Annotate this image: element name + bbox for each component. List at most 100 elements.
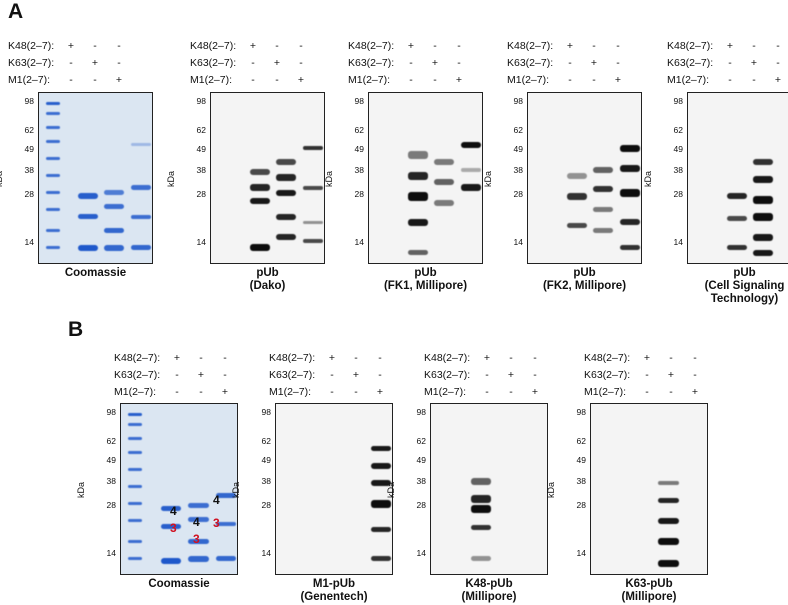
b-1-tick: 98 xyxy=(261,407,271,418)
a-band xyxy=(566,192,587,200)
a-4-tick: 62 xyxy=(673,124,683,135)
b-1-lane-sign: - xyxy=(378,352,382,364)
b-0-tick: 62 xyxy=(106,435,116,446)
a-band xyxy=(726,245,747,251)
b-0-lane-label: K63(2–7): xyxy=(114,369,161,381)
a-band xyxy=(131,185,152,191)
b-band xyxy=(370,462,392,469)
a-band xyxy=(407,250,428,256)
panel-letter-b: B xyxy=(68,318,84,341)
panel-letter-a: A xyxy=(8,0,24,23)
a-2-lane-sign: - xyxy=(433,40,437,52)
b-coomassie-annotation: 4 xyxy=(170,504,177,518)
a-0-lane-sign: - xyxy=(93,40,97,52)
a-band xyxy=(434,158,455,165)
b-3-lane-sign: - xyxy=(693,369,697,381)
b-band xyxy=(470,494,492,503)
a-band xyxy=(276,234,297,241)
b-3-tick: 38 xyxy=(576,476,586,487)
a-0-lane-sign: - xyxy=(117,40,121,52)
a-caption-3: pUb (FK2, Millipore) xyxy=(542,267,627,292)
a-band xyxy=(104,244,125,251)
a-0-lane-sign: + xyxy=(67,40,75,52)
a-3-tick: 98 xyxy=(513,96,523,107)
a-band xyxy=(753,175,774,183)
a-1-tick: 28 xyxy=(196,189,206,200)
b-1-lane-sign: + xyxy=(376,386,384,398)
b-band xyxy=(658,481,679,486)
b-band xyxy=(658,560,679,568)
b-2-tick: 49 xyxy=(416,454,426,465)
b-band xyxy=(215,492,237,498)
b-band xyxy=(128,467,143,471)
b-band xyxy=(470,504,492,513)
a-band xyxy=(593,228,614,234)
a-4-tick: 38 xyxy=(673,165,683,176)
b-band xyxy=(370,480,392,487)
a-blot-2 xyxy=(368,92,483,264)
a-band xyxy=(461,141,482,148)
b-coomassie-annotation: 4 xyxy=(213,493,220,507)
b-band xyxy=(370,446,392,452)
a-band xyxy=(45,112,60,116)
a-caption-4: pUb (Cell Signaling Technology) xyxy=(704,267,785,305)
a-band xyxy=(276,173,297,181)
b-band xyxy=(128,557,143,561)
a-0-lane-label: K48(2–7): xyxy=(8,40,55,52)
b-3-tick: 62 xyxy=(576,435,586,446)
a-band xyxy=(593,186,614,193)
a-caption-2: pUb (FK1, Millipore) xyxy=(383,267,468,292)
a-0-lane-sign: + xyxy=(115,74,123,86)
b-2-tick: 98 xyxy=(416,407,426,418)
a-2-lane-label: K63(2–7): xyxy=(348,57,395,69)
a-1-kda-label: kDa xyxy=(166,170,176,187)
b-3-tick: 98 xyxy=(576,407,586,418)
a-4-kda-label: kDa xyxy=(643,170,653,187)
a-2-tick: 38 xyxy=(354,165,364,176)
a-2-lane-label: K48(2–7): xyxy=(348,40,395,52)
b-1-tick: 38 xyxy=(261,476,271,487)
a-band xyxy=(407,150,428,159)
b-2-lane-label: K63(2–7): xyxy=(424,369,471,381)
a-4-lane-sign: + xyxy=(774,74,782,86)
a-blot-1 xyxy=(210,92,325,264)
b-band xyxy=(658,497,679,503)
b-2-tick: 38 xyxy=(416,476,426,487)
a-3-lane-sign: - xyxy=(616,57,620,69)
b-band xyxy=(128,423,143,427)
b-band xyxy=(188,516,209,522)
a-0-tick: 98 xyxy=(24,96,34,107)
b-1-tick: 62 xyxy=(261,435,271,446)
a-0-tick: 38 xyxy=(24,165,34,176)
a-1-lane-sign: - xyxy=(275,74,279,86)
b-0-lane-sign: + xyxy=(197,369,205,381)
b-1-tick: 14 xyxy=(261,548,271,559)
a-3-lane-label: K63(2–7): xyxy=(507,57,554,69)
b-band xyxy=(128,436,143,440)
b-2-lane-sign: - xyxy=(509,386,513,398)
b-coomassie-annotation: 3 xyxy=(193,532,200,546)
b-band xyxy=(370,499,392,508)
a-band xyxy=(753,233,774,241)
b-band xyxy=(658,517,679,524)
b-band xyxy=(160,557,182,564)
a-band xyxy=(104,204,125,210)
a-1-lane-label: M1(2–7): xyxy=(190,74,233,86)
a-band xyxy=(461,168,482,173)
a-band xyxy=(45,174,60,178)
a-0-lane-sign: + xyxy=(91,57,99,69)
b-0-lane-sign: - xyxy=(223,352,227,364)
a-3-lane-label: K48(2–7): xyxy=(507,40,554,52)
b-1-lane-sign: + xyxy=(328,352,336,364)
a-0-lane-sign: - xyxy=(69,57,73,69)
a-caption-0: Coomassie xyxy=(64,267,127,279)
a-0-lane-sign: - xyxy=(93,74,97,86)
a-1-tick: 38 xyxy=(196,165,206,176)
a-band xyxy=(104,190,125,196)
b-0-tick: 49 xyxy=(106,454,116,465)
b-3-lane-sign: - xyxy=(669,386,673,398)
b-2-lane-sign: - xyxy=(485,386,489,398)
b-1-lane-sign: - xyxy=(330,386,334,398)
b-1-lane-sign: - xyxy=(378,369,382,381)
a-caption-1: pUb (Dako) xyxy=(249,267,286,292)
